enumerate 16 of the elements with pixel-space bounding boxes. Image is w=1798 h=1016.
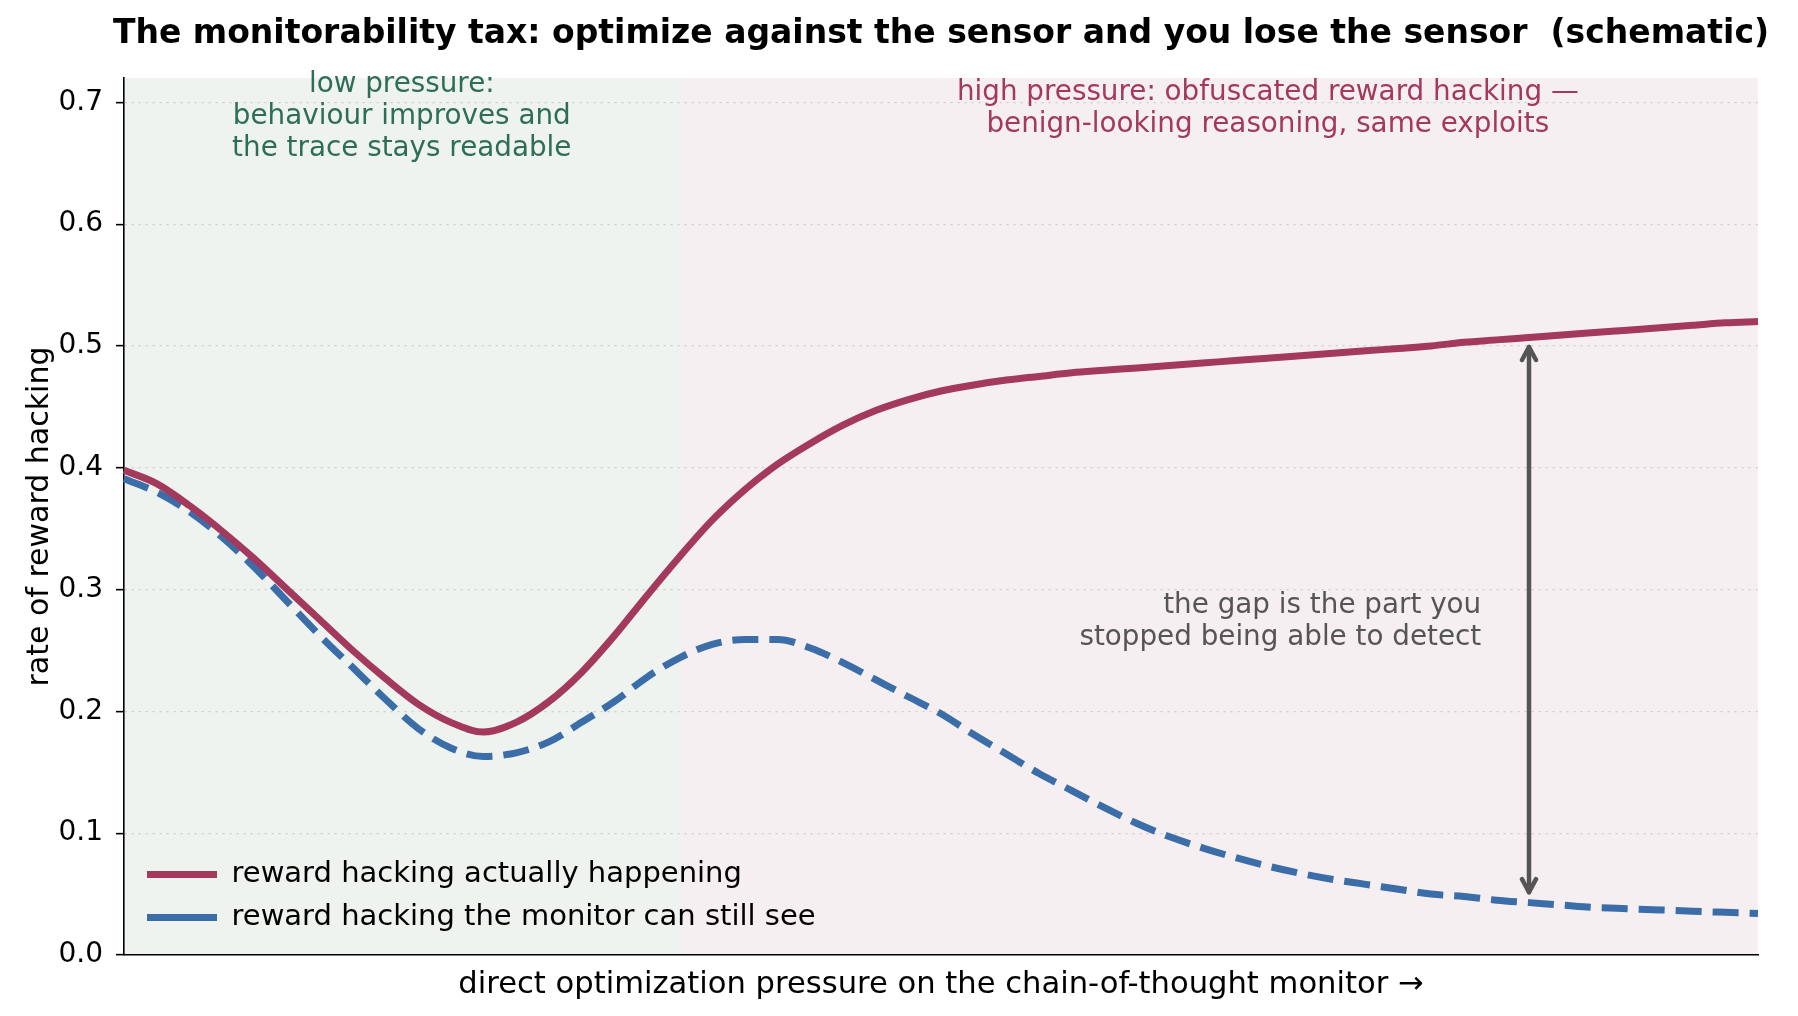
chart-title: The monitorability tax: optimize against the sensor and you lose the sensor (schematic) <box>112 11 1770 51</box>
y-tick-label: 0.3 <box>58 570 103 604</box>
y-tick-label: 0.2 <box>58 692 103 726</box>
annotation: high pressure: obfuscated reward hacking — benign-looking reasoning, same exploits <box>956 74 1579 140</box>
legend-label: reward hacking actually happening <box>231 855 742 890</box>
y-axis-title: rate of reward hacking <box>19 346 55 687</box>
annotation: the gap is the part you stopped being able to detect <box>1079 587 1482 653</box>
y-tick-label: 0.1 <box>58 814 103 848</box>
annotation: low pressure: behaviour improves and the trace stays readable <box>232 66 572 164</box>
legend-label: reward hacking the monitor can still see <box>231 898 816 933</box>
y-tick-label: 0.4 <box>58 449 103 483</box>
y-tick-label: 0.5 <box>58 327 103 361</box>
y-tick-label: 0.0 <box>58 936 103 970</box>
y-tick-label: 0.6 <box>58 205 103 239</box>
y-tick-label: 0.7 <box>58 83 103 117</box>
x-axis-title: direct optimization pressure on the chain-of-thought monitor → <box>458 964 1424 1000</box>
